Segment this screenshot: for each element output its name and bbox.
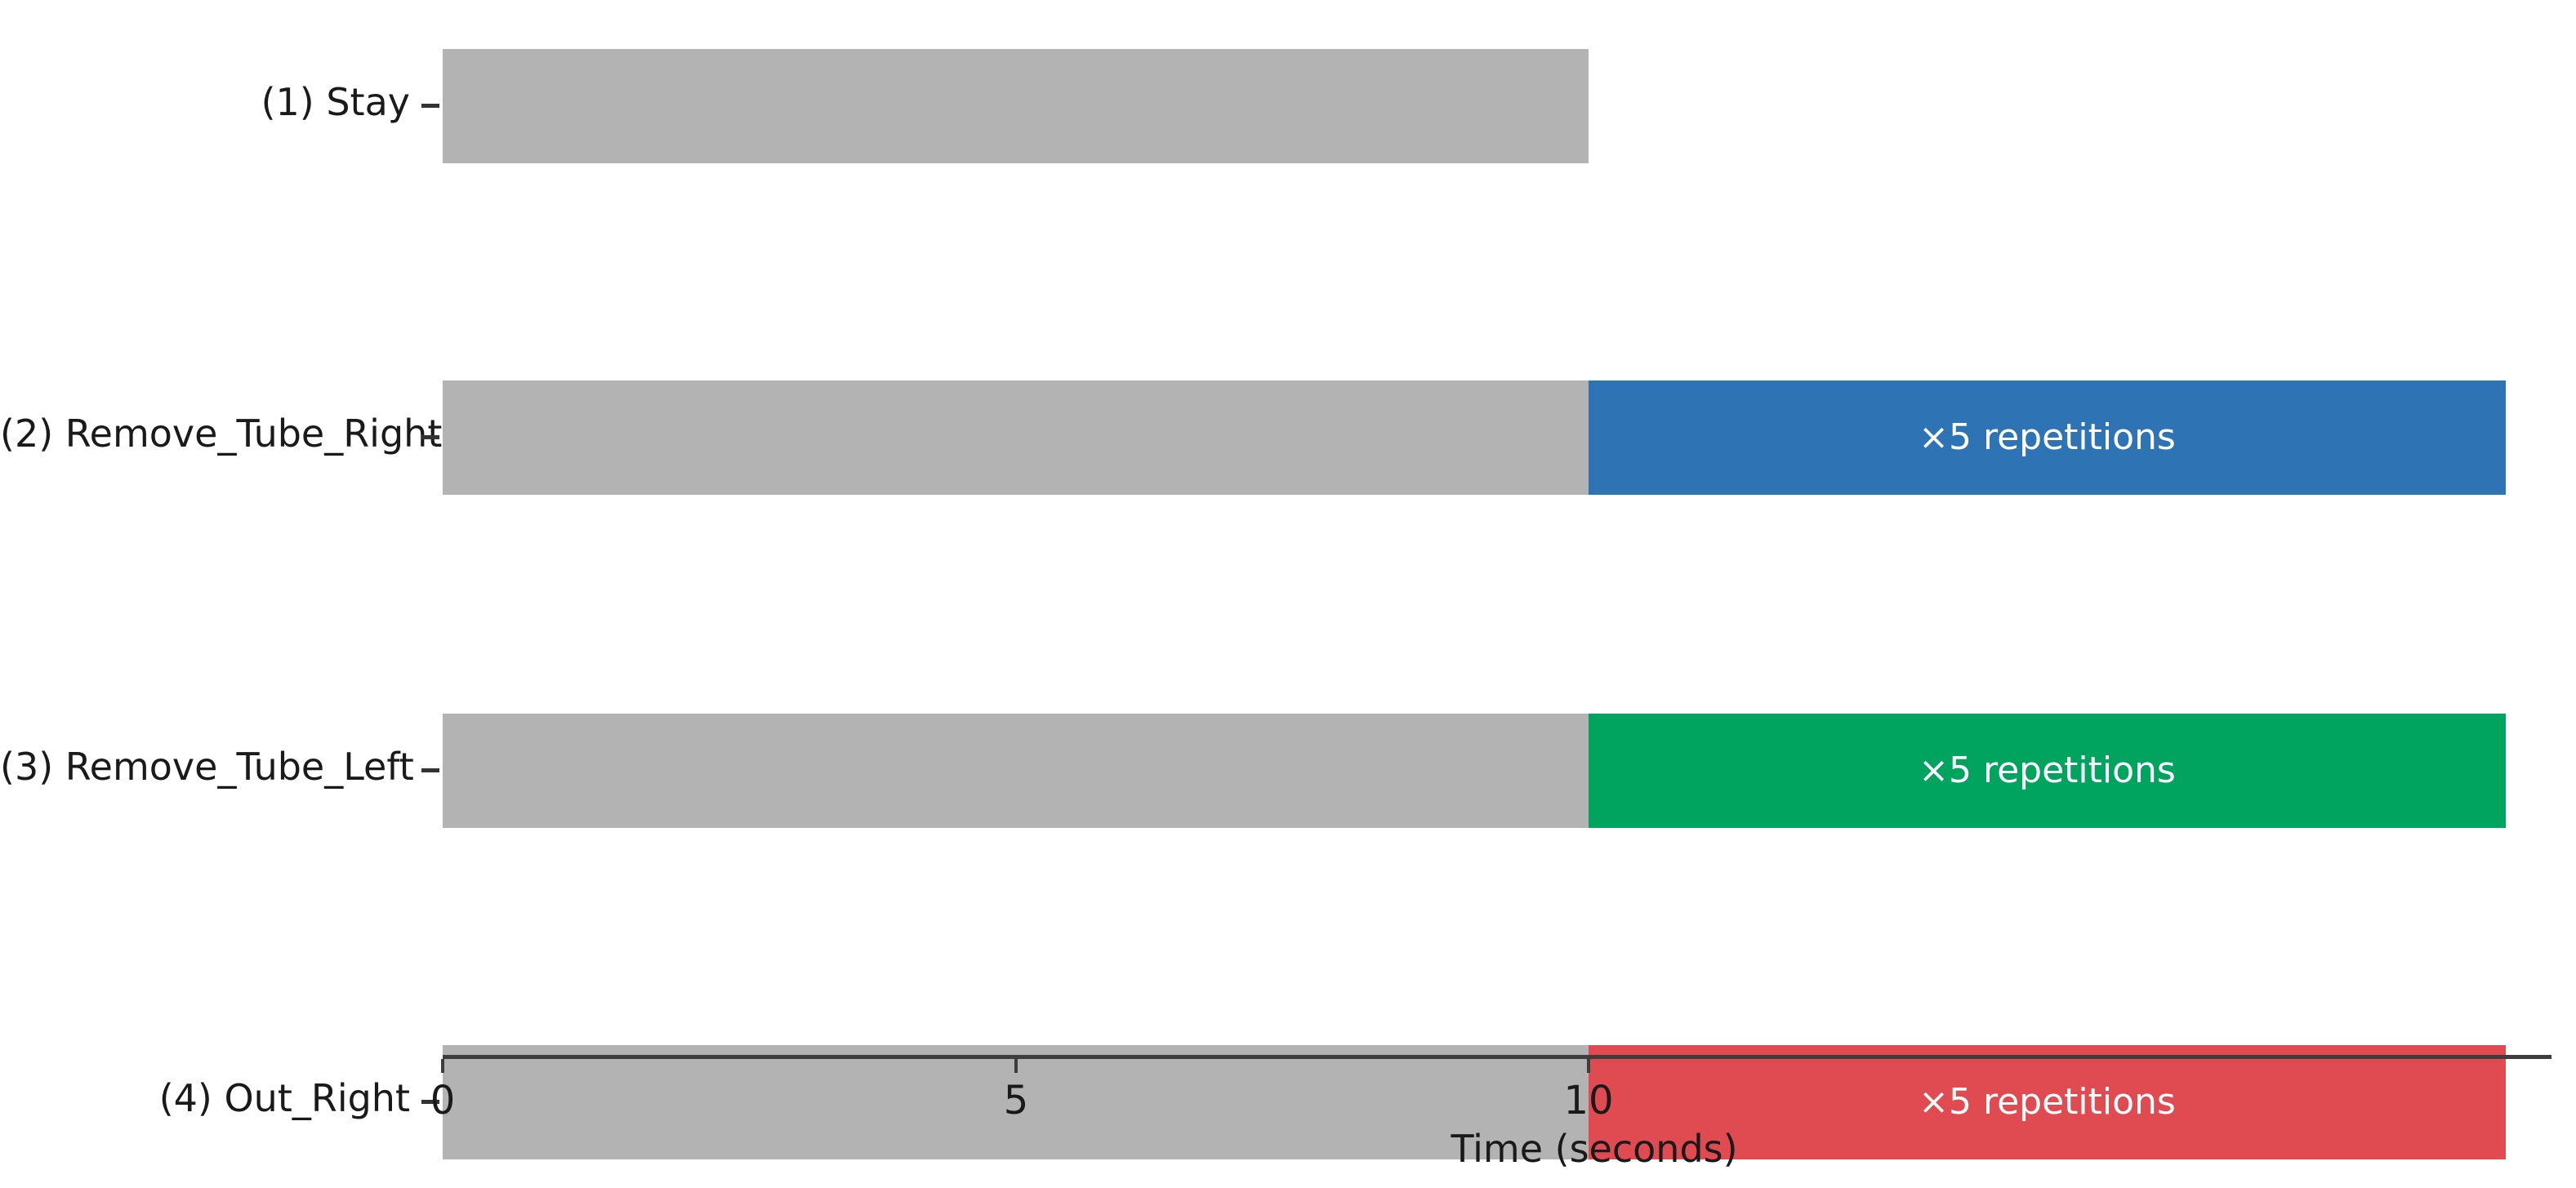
repetition-label: ×5 repetitions: [1919, 1081, 2176, 1123]
x-tick-label: 10: [1563, 1078, 1614, 1123]
baseline-bar-segment: [443, 49, 1589, 163]
x-axis-line: [443, 1055, 2551, 1059]
y-tick-mark: [421, 768, 439, 772]
repetition-bar-segment: ×5 repetitions: [1589, 714, 2506, 828]
x-tick-mark: [1014, 1059, 1018, 1073]
category-label: (4) Out_Right: [158, 1076, 410, 1120]
baseline-bar-segment: [443, 714, 1589, 828]
category-label: (2) Remove_Tube_Right: [0, 412, 443, 456]
x-tick-label: 0: [430, 1078, 456, 1123]
repetition-label: ×5 repetitions: [1919, 750, 2176, 791]
category-label: (1) Stay: [261, 80, 410, 124]
category-label: (3) Remove_Tube_Left: [0, 745, 414, 789]
x-tick-label: 5: [1003, 1078, 1029, 1123]
repetition-bar-segment: ×5 repetitions: [1589, 380, 2506, 495]
y-tick-mark: [421, 104, 439, 108]
x-axis-label: Time (seconds): [1451, 1127, 1738, 1171]
repetition-bar-segment: ×5 repetitions: [1589, 1045, 2506, 1159]
y-tick-mark: [421, 1100, 439, 1104]
y-tick-mark: [421, 435, 439, 439]
baseline-bar-segment: [443, 380, 1589, 495]
x-tick-mark: [441, 1059, 444, 1073]
x-tick-mark: [1587, 1059, 1590, 1073]
repetition-label: ×5 repetitions: [1919, 416, 2176, 458]
